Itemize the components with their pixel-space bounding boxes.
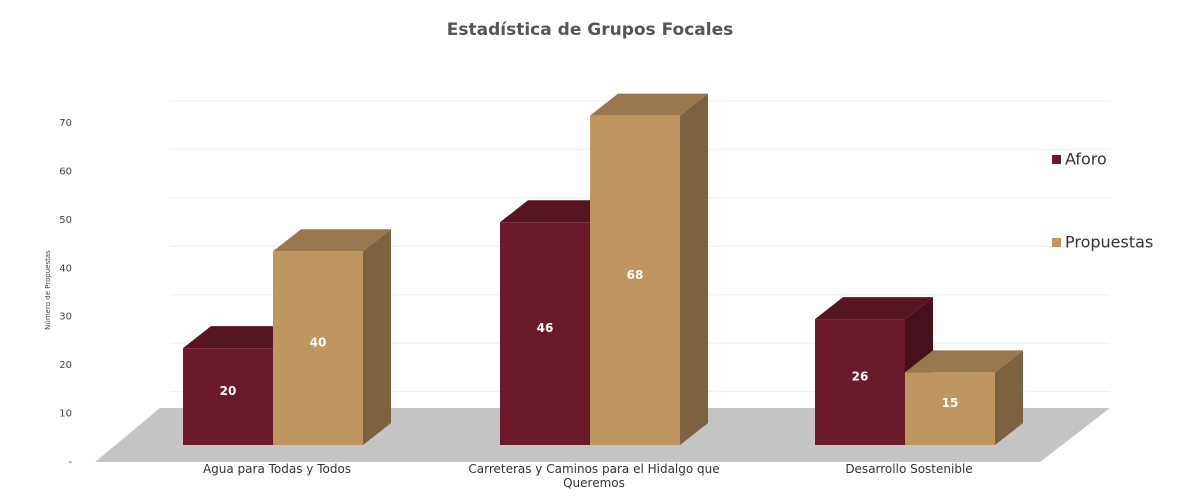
- bar: [815, 319, 905, 445]
- y-tick-label: 60: [59, 166, 72, 177]
- chart-title: Estadística de Grupos Focales: [447, 20, 733, 40]
- bar-top: [815, 297, 933, 320]
- bar: [183, 348, 273, 445]
- bar-top: [500, 200, 618, 223]
- y-tick-label: 20: [59, 360, 72, 371]
- bar: [905, 372, 995, 445]
- value-label: 20: [220, 384, 237, 398]
- value-label: 68: [627, 268, 644, 282]
- y-tick-label: 70: [59, 118, 72, 129]
- value-label: 26: [852, 370, 869, 384]
- bar-top: [905, 350, 1023, 373]
- bar: [590, 115, 680, 445]
- legend-label: Aforo: [1065, 150, 1107, 169]
- bar-top: [590, 93, 708, 116]
- bar-side: [680, 93, 708, 445]
- y-tick-label: 40: [59, 263, 72, 274]
- bar-top: [183, 326, 301, 349]
- legend-swatch: [1052, 238, 1061, 247]
- bar-top: [273, 229, 391, 252]
- y-tick-label: 10: [59, 409, 72, 420]
- bar-side: [363, 229, 391, 445]
- legend-label: Propuestas: [1065, 233, 1153, 252]
- bar: [273, 251, 363, 445]
- x-tick-label: Agua para Todas y Todos: [202, 462, 352, 476]
- y-tick-label: -: [68, 457, 72, 468]
- y-tick-label: 30: [59, 312, 72, 323]
- y-axis-label: Número de Propuestas: [44, 250, 52, 330]
- value-label: 15: [942, 396, 959, 410]
- y-tick-label: 50: [59, 215, 72, 226]
- value-label: 46: [537, 321, 554, 335]
- value-label: 40: [310, 336, 327, 350]
- bar: [500, 222, 590, 445]
- x-tick-label: Carreteras y Caminos para el Hidalgo que…: [468, 462, 720, 490]
- x-tick-label: Desarrollo Sostenible: [845, 462, 973, 476]
- legend-swatch: [1052, 155, 1061, 164]
- bar-side: [995, 350, 1023, 445]
